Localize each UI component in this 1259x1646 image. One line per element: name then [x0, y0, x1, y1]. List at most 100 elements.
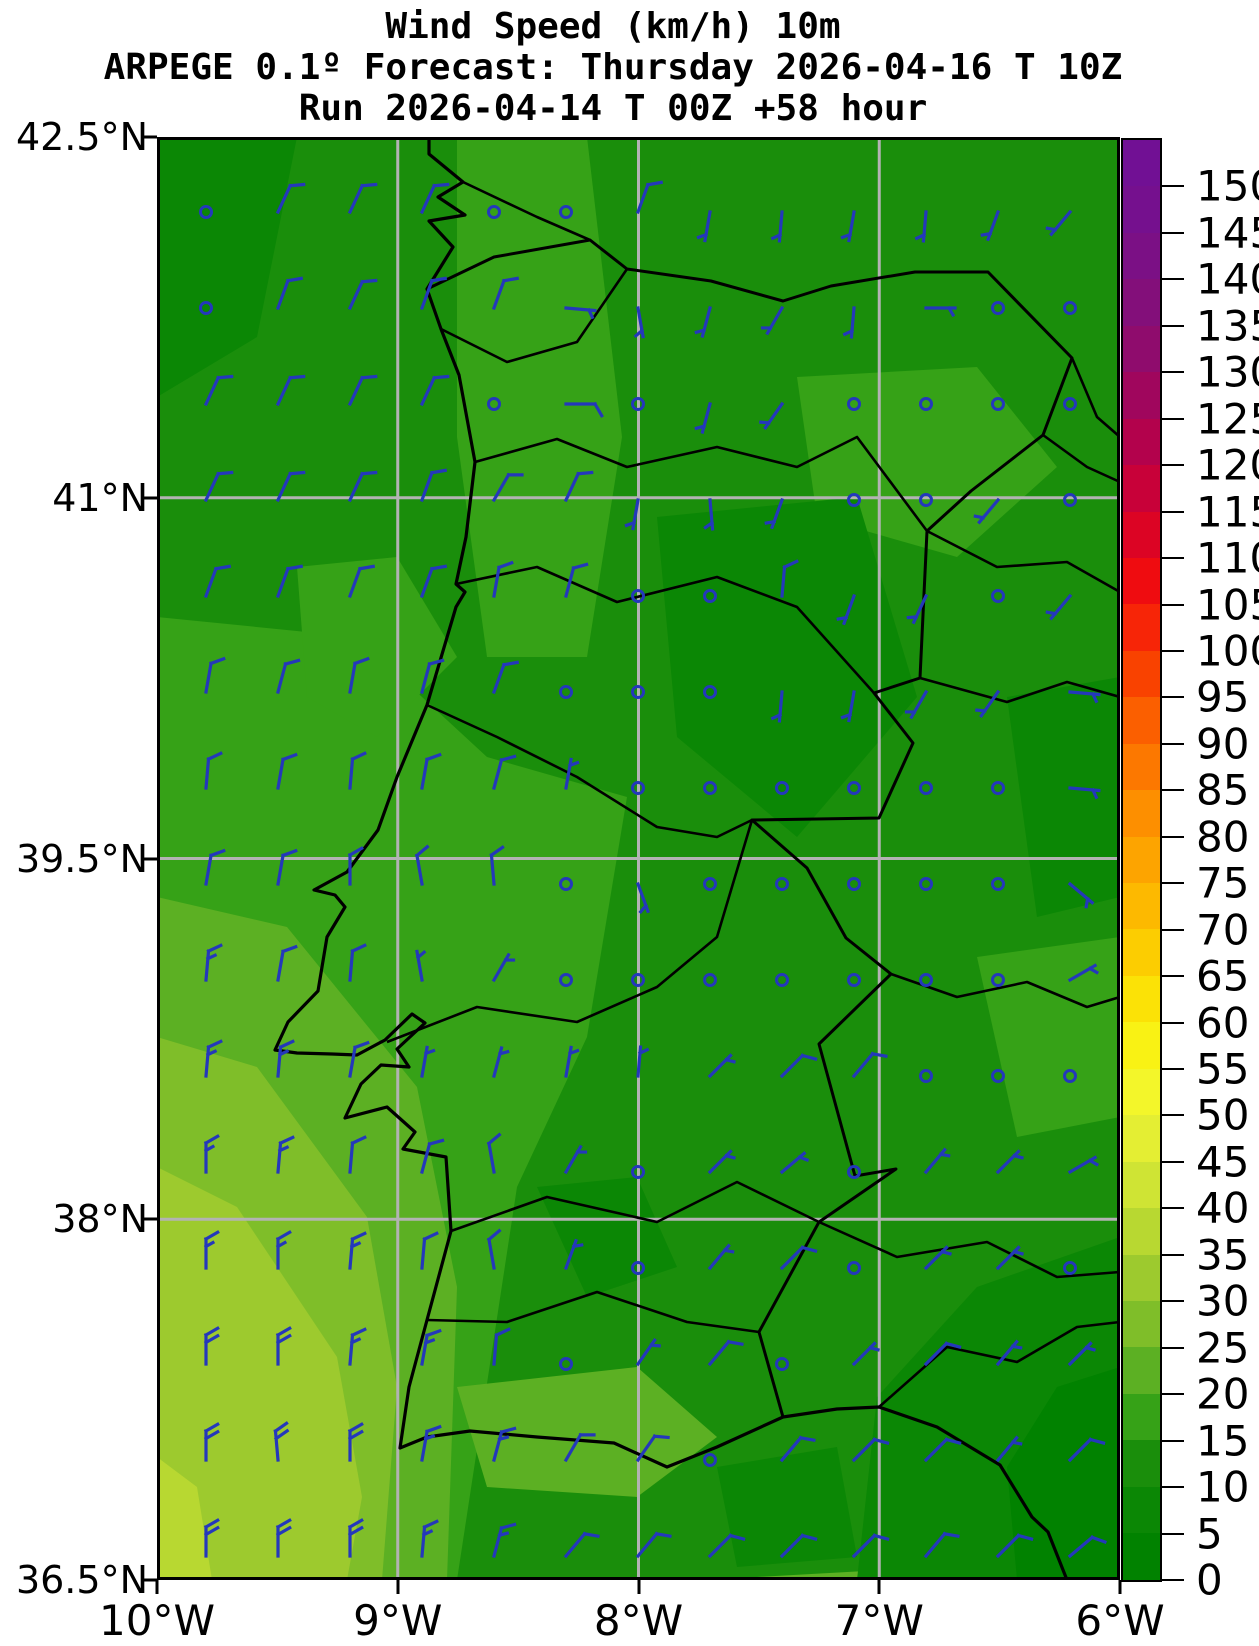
colorbar-segment	[1123, 1161, 1160, 1209]
colorbar-tick-label: 75	[1196, 858, 1250, 908]
wind-barb	[770, 210, 784, 243]
wind-barb	[203, 470, 234, 503]
wind-barb	[995, 1245, 1024, 1271]
wind-barb	[1067, 1535, 1107, 1559]
wind-barb	[635, 1531, 672, 1559]
wind-barb	[906, 593, 929, 625]
map-frame	[157, 137, 1120, 1580]
colorbar-tick-mark	[1160, 1486, 1184, 1489]
calm-circle	[631, 685, 645, 699]
wind-barb	[203, 1518, 220, 1558]
colorbar-tick-label: 60	[1196, 998, 1250, 1048]
calm-circle	[991, 1069, 1005, 1083]
wind-barb	[275, 1518, 292, 1558]
wind-barb	[924, 305, 957, 318]
colorbar-segment	[1123, 465, 1160, 512]
contour-band	[297, 557, 457, 737]
y-tick-label: 39.5°N	[15, 836, 148, 881]
wind-barb	[348, 751, 367, 790]
calm-circle	[1063, 493, 1077, 507]
chart-subtitle-run: Run 2026-04-14 T 00Z +58 hour	[298, 88, 928, 129]
wind-barb	[975, 689, 1001, 718]
contour-band	[157, 1457, 212, 1580]
wind-barb	[420, 1231, 439, 1270]
colorbar-tick-mark	[1160, 649, 1184, 652]
wind-barb	[995, 1339, 1023, 1367]
wind-barb	[348, 1135, 367, 1174]
wind-barb	[347, 846, 364, 886]
colorbar-tick-mark	[1160, 928, 1184, 931]
wind-barb	[1067, 881, 1095, 909]
calm-circle	[991, 781, 1005, 795]
contour-band	[977, 937, 1120, 1137]
wind-barb	[276, 658, 301, 694]
colorbar-segment	[1123, 1208, 1160, 1255]
wind-barb	[636, 1045, 650, 1078]
calm-circle	[991, 589, 1005, 603]
colorbar-tick-label: 40	[1196, 1183, 1250, 1233]
wind-barb	[276, 752, 298, 790]
wind-barb	[707, 1243, 735, 1271]
wind-barb	[980, 209, 1001, 242]
colorbar-tick-mark	[1160, 278, 1184, 281]
colorbar-tick-label: 110	[1196, 533, 1259, 583]
calm-circle	[631, 973, 645, 987]
colorbar-tick-mark	[1160, 742, 1184, 745]
wind-barb	[851, 1437, 890, 1463]
calm-circle	[991, 877, 1005, 891]
wind-barb	[275, 1230, 292, 1270]
y-tick-label: 38°N	[52, 1197, 148, 1242]
wind-barb	[923, 1245, 952, 1271]
wind-barb	[759, 401, 785, 430]
colorbar-segment	[1123, 1254, 1160, 1301]
wind-barb	[486, 1228, 502, 1270]
colorbar-tick-label: 45	[1196, 1137, 1250, 1187]
colorbar-segment	[1123, 836, 1160, 883]
colorbar-segment	[1123, 1533, 1160, 1580]
calm-circle	[847, 1261, 861, 1275]
colorbar-segment	[1123, 140, 1160, 187]
wind-barb	[995, 1435, 1023, 1463]
colorbar-tick-label: 25	[1196, 1323, 1250, 1373]
colorbar-segment	[1123, 1347, 1160, 1394]
colorbar-tick-label: 0	[1196, 1555, 1223, 1605]
wind-barb	[348, 1040, 370, 1078]
x-tick-label: 10°W	[99, 1596, 215, 1645]
district-boundary	[455, 565, 875, 694]
colorbar-tick-label: 95	[1196, 672, 1250, 722]
district-boundary	[919, 676, 1120, 704]
calm-circle	[847, 781, 861, 795]
colorbar-tick-mark	[1160, 1021, 1184, 1024]
colorbar-tick-label: 130	[1196, 347, 1259, 397]
wind-barb	[275, 374, 306, 407]
wind-barb	[563, 1432, 596, 1463]
wind-barb	[564, 757, 580, 790]
colorbar-tick-label: 30	[1196, 1276, 1250, 1326]
calm-circle	[487, 205, 501, 219]
wind-barb	[492, 560, 514, 598]
wind-barb	[923, 1341, 962, 1367]
calm-circle	[991, 397, 1005, 411]
calm-circle	[991, 301, 1005, 315]
wind-barb	[348, 943, 367, 982]
wind-barb	[420, 1328, 442, 1366]
colorbar-tick-label: 85	[1196, 765, 1250, 815]
y-tick-mark	[143, 1578, 157, 1582]
colorbar-tick-label: 145	[1196, 208, 1259, 258]
wind-barb	[275, 470, 306, 503]
wind-barb	[415, 949, 427, 982]
y-tick-label: 36.5°N	[15, 1558, 148, 1602]
calm-circle	[487, 397, 501, 411]
wind-barb	[420, 1138, 445, 1174]
colorbar-tick-mark	[1160, 603, 1184, 606]
wind-barb	[276, 1039, 295, 1078]
calm-circle	[559, 205, 573, 219]
colorbar-segment	[1123, 1486, 1160, 1534]
colorbar-tick-mark	[1160, 510, 1184, 513]
wind-barb	[779, 1435, 816, 1463]
wind-barb	[347, 374, 378, 407]
calm-circle	[559, 685, 573, 699]
district-boundary	[426, 1290, 760, 1334]
contour-band	[157, 137, 297, 397]
